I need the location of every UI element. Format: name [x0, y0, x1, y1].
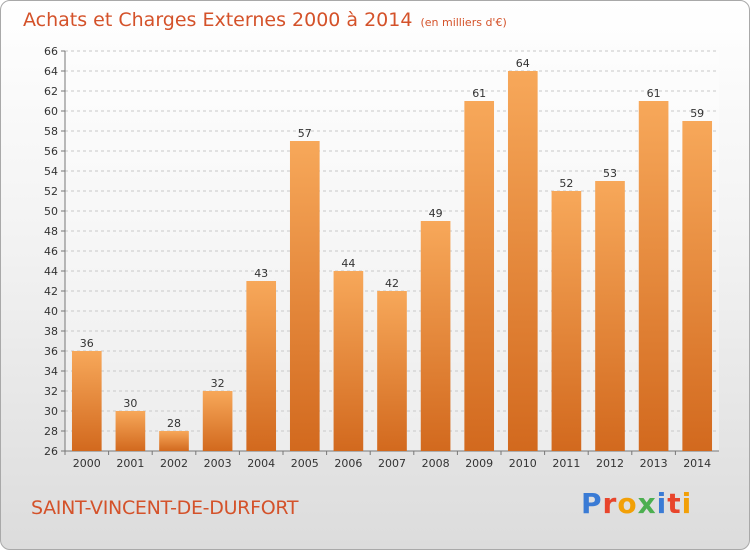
- y-tick-label: 38: [44, 325, 58, 338]
- bar-2007: [377, 291, 407, 451]
- value-label-2008: 49: [429, 207, 443, 220]
- y-tick-label: 28: [44, 425, 58, 438]
- value-labels: 36 30 28 32 43 57 44 42 49 61 64 52 53 61 59: [80, 57, 704, 430]
- x-tick-label: 2005: [291, 457, 319, 470]
- x-tick-label: 2008: [422, 457, 450, 470]
- y-tick-label: 54: [44, 165, 58, 178]
- bar-2001: [115, 411, 146, 451]
- y-tick-label: 66: [44, 45, 58, 58]
- y-tick-label: 34: [44, 365, 58, 378]
- town-name: SAINT-VINCENT-DE-DURFORT: [31, 497, 299, 519]
- y-tick-label: 52: [44, 185, 58, 198]
- bar-2013: [638, 101, 669, 451]
- bar-2010: [507, 71, 538, 451]
- value-label-2004: 43: [254, 267, 268, 280]
- y-tick-label: 36: [44, 345, 58, 358]
- logo-letter: t: [667, 487, 682, 520]
- value-label-2002: 28: [167, 417, 181, 430]
- x-tick-label: 2000: [73, 457, 101, 470]
- bar-2002: [159, 431, 189, 451]
- y-tick-label: 30: [44, 405, 58, 418]
- y-tick-label: 46: [44, 245, 58, 258]
- x-tick-label: 2009: [465, 457, 493, 470]
- bar-2009: [464, 101, 495, 451]
- value-label-2001: 30: [123, 397, 137, 410]
- bar-2008: [420, 221, 451, 451]
- value-label-2005: 57: [298, 127, 312, 140]
- bar-2012: [595, 181, 625, 451]
- title-text: Achats et Charges Externes 2000 à 2014: [23, 9, 413, 31]
- x-tick-label: 2006: [334, 457, 362, 470]
- bar-2003: [202, 391, 233, 451]
- proxiti-logo: Proxiti: [581, 487, 692, 520]
- y-tick-label: 40: [44, 305, 58, 318]
- y-tick-label: 48: [44, 225, 58, 238]
- y-tick-label: 50: [44, 205, 58, 218]
- logo-letter: P: [581, 487, 603, 520]
- value-label-2011: 52: [559, 177, 573, 190]
- y-tick-label: 58: [44, 125, 58, 138]
- bar-chart: 26 28 30 32 34 36 38 40 42 44 46 48 50 52 54 56 58 60 62 64…: [44, 45, 719, 470]
- y-tick-label: 42: [44, 285, 58, 298]
- value-label-2012: 53: [603, 167, 617, 180]
- x-tick-label: 2002: [160, 457, 188, 470]
- x-tick-label: 2012: [596, 457, 624, 470]
- bar-2004: [246, 281, 277, 451]
- value-label-2013: 61: [647, 87, 661, 100]
- logo-letter: i: [681, 487, 693, 520]
- x-tick-label: 2004: [247, 457, 275, 470]
- value-label-2000: 36: [80, 337, 94, 350]
- value-label-2010: 64: [516, 57, 530, 70]
- y-tick-label: 56: [44, 145, 58, 158]
- x-tick-label: 2013: [640, 457, 668, 470]
- y-tick-label: 32: [44, 385, 58, 398]
- value-label-2009: 61: [472, 87, 486, 100]
- bar-2000: [71, 351, 102, 451]
- value-label-2014: 59: [690, 107, 704, 120]
- y-tick-label: 60: [44, 105, 58, 118]
- value-label-2006: 44: [341, 257, 355, 270]
- bars: [71, 71, 713, 451]
- x-tick-label: 2011: [552, 457, 580, 470]
- x-tick-label: 2007: [378, 457, 406, 470]
- chart-title: Achats et Charges Externes 2000 à 2014 (e…: [23, 9, 507, 31]
- bar-2006: [333, 271, 364, 451]
- x-tick-label: 2003: [204, 457, 232, 470]
- y-tick-label: 64: [44, 65, 58, 78]
- logo-letter: i: [656, 487, 668, 520]
- x-tick-label: 2014: [683, 457, 711, 470]
- logo-letter: r: [602, 487, 618, 520]
- bar-2011: [551, 191, 582, 451]
- bar-2014: [682, 121, 713, 451]
- logo-letter: o: [617, 487, 638, 520]
- x-tick-label: 2001: [116, 457, 144, 470]
- value-label-2007: 42: [385, 277, 399, 290]
- x-tick-label: 2010: [509, 457, 537, 470]
- axes: 26 28 30 32 34 36 38 40 42 44 46 48 50 52 54 56 58 60 62 64…: [44, 45, 719, 470]
- bar-2005: [289, 141, 320, 451]
- title-unit: (en milliers d'€): [420, 16, 507, 29]
- y-tick-label: 26: [44, 445, 58, 458]
- y-tick-label: 44: [44, 265, 58, 278]
- logo-letter: x: [637, 487, 657, 520]
- value-label-2003: 32: [211, 377, 225, 390]
- y-tick-label: 62: [44, 85, 58, 98]
